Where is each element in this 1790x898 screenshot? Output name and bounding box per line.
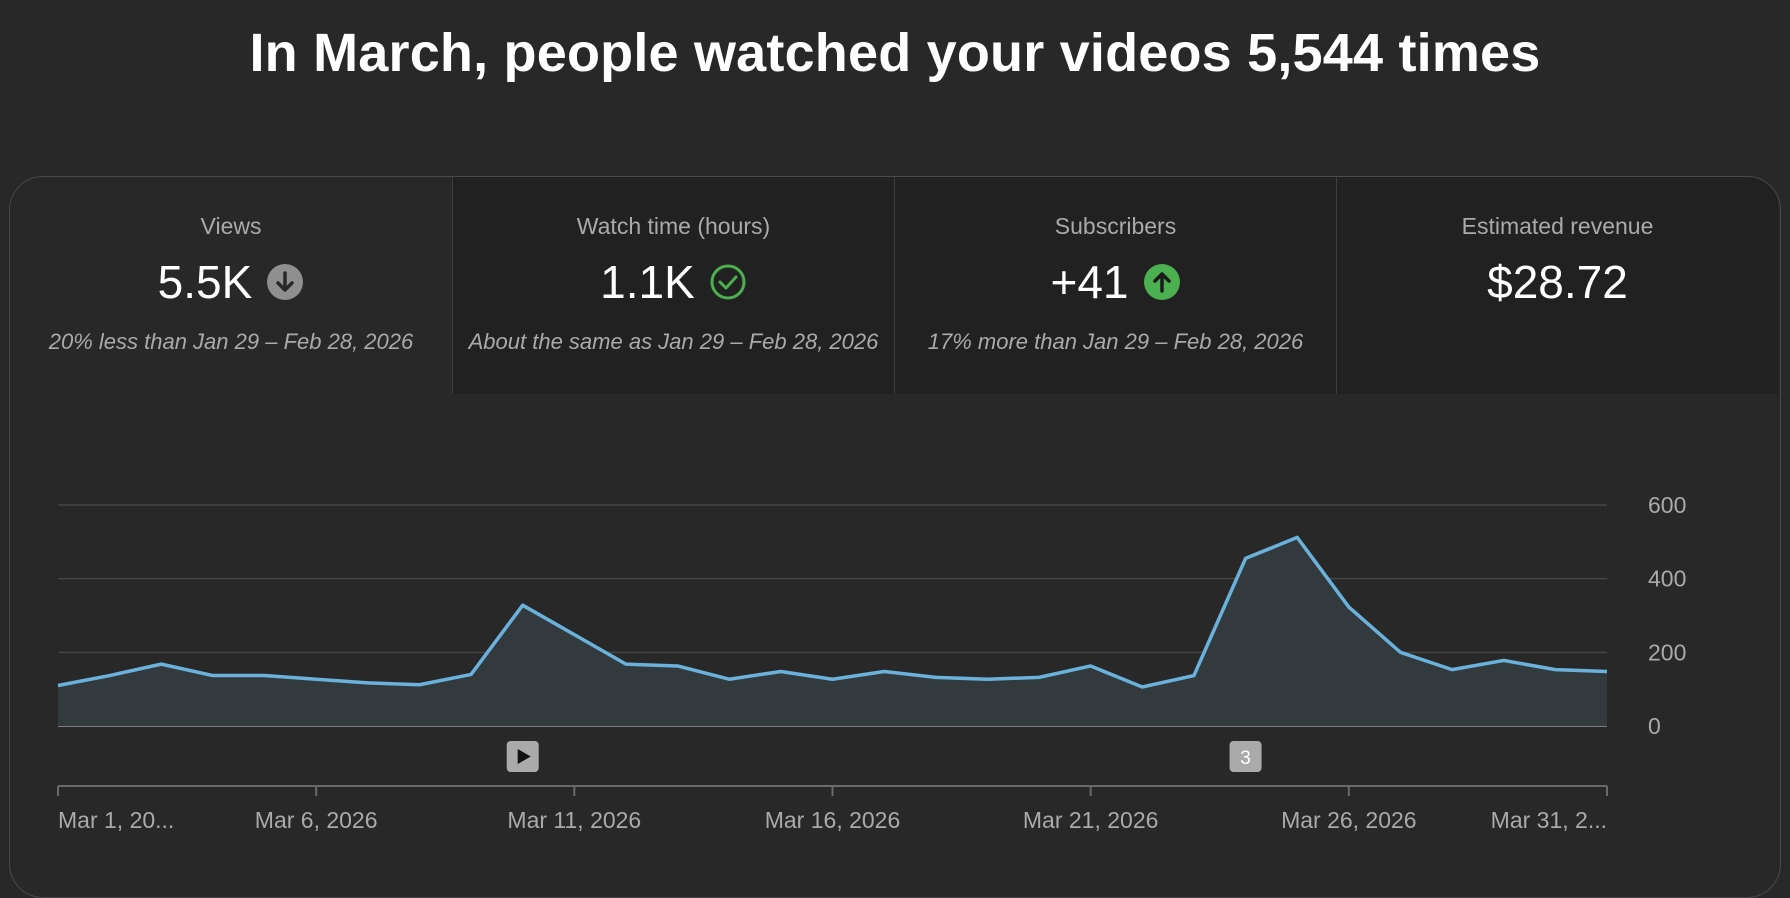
metric-tabs: Views 5.5K 20% less than Jan 29 – Feb 28… bbox=[10, 177, 1780, 394]
subscribers-value: +41 bbox=[1050, 256, 1129, 308]
arrow-down-icon bbox=[267, 264, 304, 300]
x-tick-label: Mar 21, 2026 bbox=[1023, 807, 1159, 833]
y-tick-label: 200 bbox=[1648, 639, 1686, 665]
x-tick-label: Mar 1, 20... bbox=[58, 807, 174, 833]
badge-count: 3 bbox=[1240, 748, 1251, 769]
tab-label: Views bbox=[200, 213, 262, 239]
tab-label: Watch time (hours) bbox=[576, 213, 771, 239]
watch-time-value: 1.1K bbox=[600, 256, 695, 308]
arrow-up-icon bbox=[1143, 264, 1180, 300]
y-tick-label: 400 bbox=[1648, 566, 1686, 592]
x-tick-label: Mar 26, 2026 bbox=[1281, 807, 1417, 833]
check-circle-icon bbox=[710, 264, 746, 300]
x-tick-label: Mar 6, 2026 bbox=[255, 807, 378, 833]
series-area bbox=[58, 537, 1607, 726]
tab-subscribers[interactable]: Subscribers +41 17% more than Jan 29 – F… bbox=[894, 177, 1336, 394]
watch-time-comparison: About the same as Jan 29 – Feb 28, 2026 bbox=[468, 329, 879, 354]
play-icon bbox=[517, 749, 531, 764]
y-tick-label: 600 bbox=[1648, 492, 1686, 518]
tab-watch-time[interactable]: Watch time (hours) 1.1K About the same a… bbox=[452, 177, 894, 394]
x-tick-label: Mar 16, 2026 bbox=[765, 807, 901, 833]
page-headline: In March, people watched your videos 5,5… bbox=[249, 23, 1541, 83]
views-comparison: 20% less than Jan 29 – Feb 28, 2026 bbox=[48, 329, 414, 354]
tab-estimated-revenue[interactable]: Estimated revenue $28.72 bbox=[1336, 177, 1778, 394]
x-tick-label: Mar 31, 2... bbox=[1491, 807, 1607, 833]
tab-views[interactable]: Views 5.5K 20% less than Jan 29 – Feb 28… bbox=[10, 177, 452, 394]
subscribers-comparison: 17% more than Jan 29 – Feb 28, 2026 bbox=[927, 329, 1304, 354]
video-published-marker[interactable] bbox=[506, 741, 539, 772]
revenue-value: $28.72 bbox=[1487, 256, 1628, 308]
series-line bbox=[57, 535, 1608, 689]
count-badge-marker[interactable]: 3 bbox=[1229, 741, 1262, 772]
tab-label: Subscribers bbox=[1054, 213, 1177, 239]
y-tick-label: 0 bbox=[1648, 713, 1661, 739]
analytics-card: Views 5.5K 20% less than Jan 29 – Feb 28… bbox=[9, 176, 1781, 898]
views-value: 5.5K bbox=[157, 256, 253, 308]
x-tick-label: Mar 11, 2026 bbox=[507, 807, 641, 833]
views-line-chart: 0 200 400 600 3 Mar 1, 20... Mar 6, 2026 Mar 11… bbox=[57, 492, 1686, 833]
tab-label: Estimated revenue bbox=[1461, 213, 1654, 239]
